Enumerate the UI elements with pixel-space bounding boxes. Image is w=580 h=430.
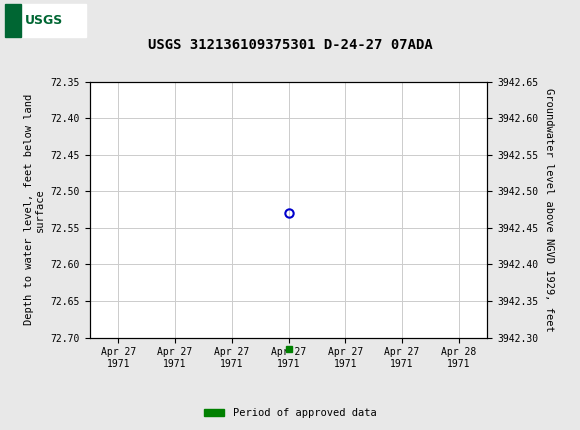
Text: USGS 312136109375301 D-24-27 07ADA: USGS 312136109375301 D-24-27 07ADA xyxy=(148,38,432,52)
Y-axis label: Groundwater level above NGVD 1929, feet: Groundwater level above NGVD 1929, feet xyxy=(543,88,553,332)
Bar xyxy=(5,4,86,37)
Legend: Period of approved data: Period of approved data xyxy=(200,404,380,423)
Text: USGS: USGS xyxy=(25,14,63,27)
Y-axis label: Depth to water level, feet below land
surface: Depth to water level, feet below land su… xyxy=(24,94,45,325)
Bar xyxy=(5,4,21,37)
